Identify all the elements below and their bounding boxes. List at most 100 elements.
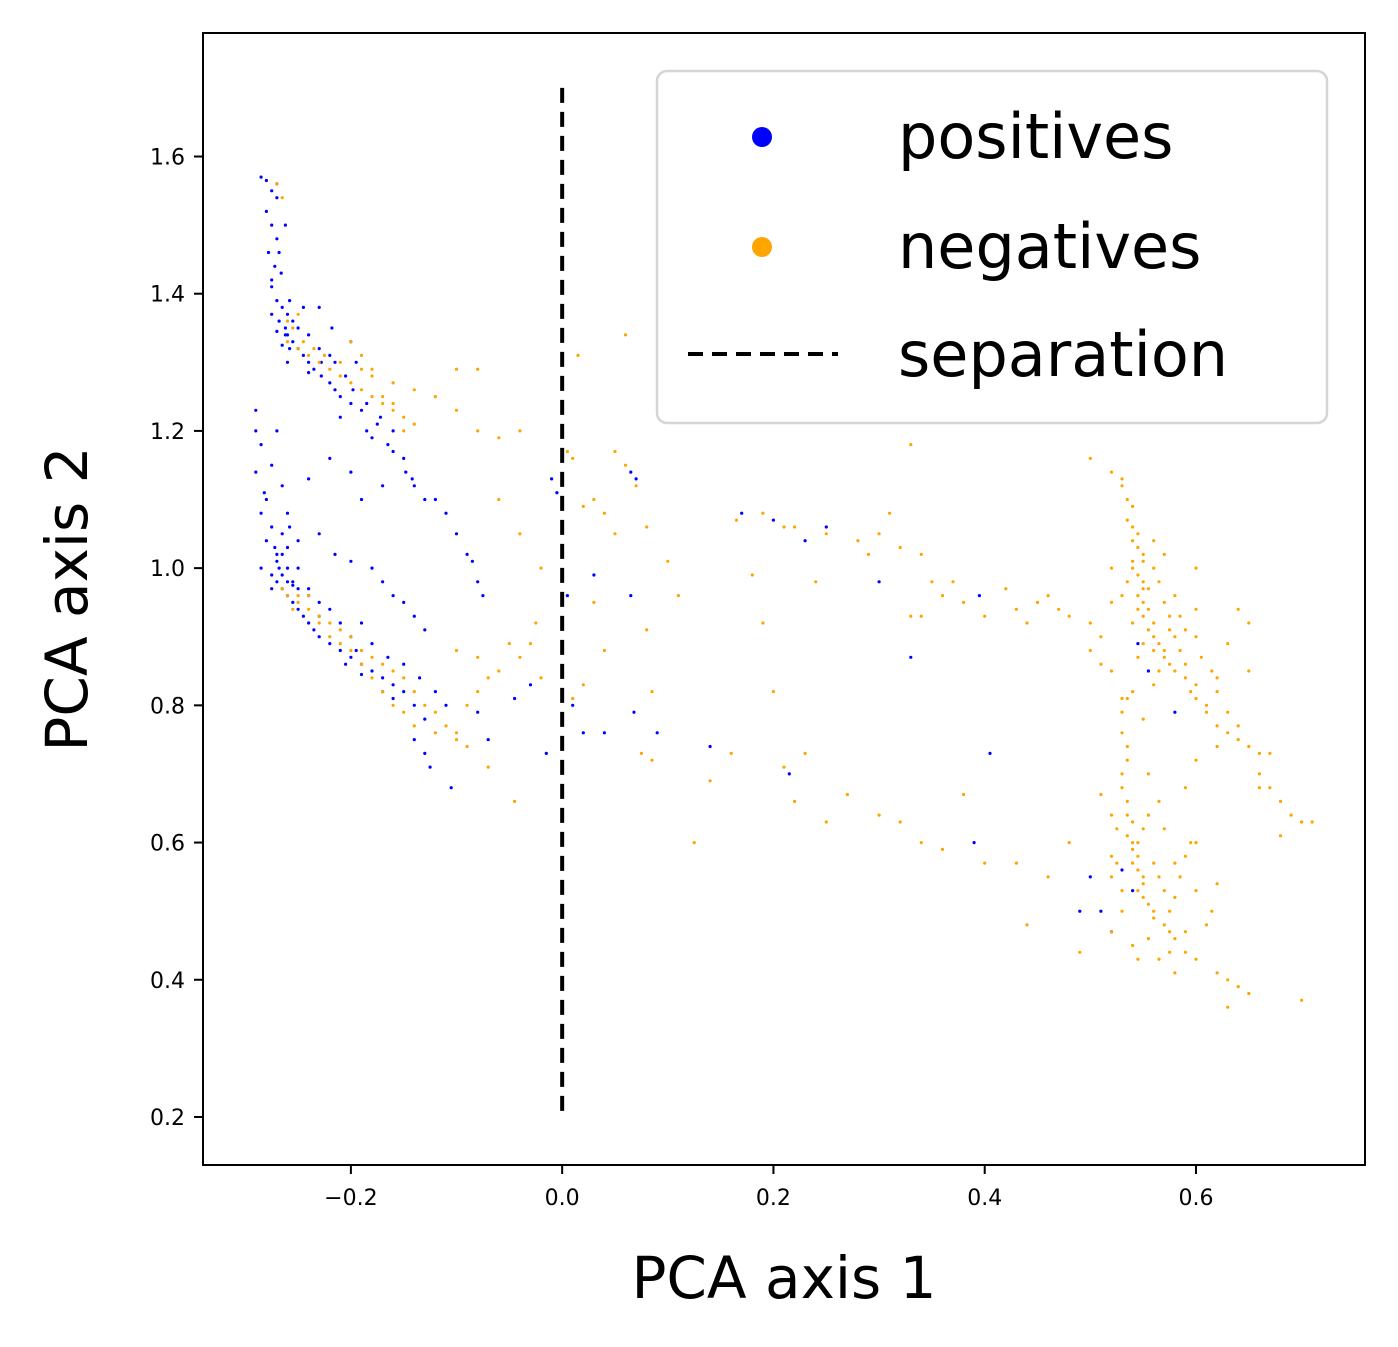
y-axis-label: PCA axis 2 [33,446,101,751]
positives-point [338,395,342,399]
negatives-point [1194,841,1198,845]
negatives-point [1247,744,1251,749]
negatives-point [423,703,427,707]
positives-point [307,360,311,364]
negatives-point [856,539,860,543]
positives-point [283,223,287,227]
legend-negatives-marker [752,237,772,257]
negatives-point [1194,607,1198,611]
negatives-point [454,648,459,653]
positives-point [1136,642,1140,646]
negatives-point [761,621,765,625]
positives-point [428,765,432,769]
positives-point [513,696,517,701]
positives-point [266,250,271,255]
negatives-point [1109,930,1114,934]
negatives-point [1115,827,1119,831]
negatives-point [1194,758,1198,762]
negatives-point [983,614,987,618]
y-tick-label: 0.8 [150,694,185,719]
negatives-point [454,731,459,735]
y-tick-label: 1.2 [150,420,185,445]
negatives-point [1215,971,1219,975]
positives-point [288,347,292,351]
negatives-point [962,600,966,605]
negatives-point [291,607,295,611]
negatives-point [602,648,607,653]
positives-point [449,786,453,790]
negatives-point [1194,696,1198,701]
positives-point [307,333,311,337]
positives-point [555,491,559,495]
positives-point [264,497,268,502]
positives-point [328,381,332,385]
negatives-point [940,594,945,598]
positives-point [333,552,337,557]
negatives-point [1162,600,1166,605]
negatives-point [359,367,364,371]
negatives-point [1146,813,1150,817]
negatives-point [476,655,480,659]
positives-point [391,696,395,701]
negatives-point [402,710,406,714]
negatives-point [1035,600,1040,605]
negatives-point [338,374,342,378]
negatives-point [708,779,712,783]
positives-point [344,662,348,666]
negatives-point [919,552,923,557]
positives-point [270,573,274,577]
positives-point [349,470,353,474]
negatives-point [1236,607,1240,611]
x-tick-label: 0.4 [967,1186,1002,1211]
negatives-point [1131,525,1135,529]
positives-point [328,642,332,646]
negatives-point [1146,937,1150,941]
negatives-point [1178,875,1182,879]
positives-point [708,744,712,749]
negatives-point [1120,710,1124,714]
negatives-point [1125,813,1129,817]
negatives-point [1226,978,1230,982]
negatives-point [1099,792,1103,797]
positives-point [771,518,776,522]
negatives-point [803,751,807,756]
legend-negatives-label: negatives [898,210,1201,283]
negatives-point [1014,861,1019,865]
negatives-point [909,443,913,447]
negatives-point [1157,669,1161,673]
negatives-point [1088,621,1092,625]
negatives-point [1247,621,1251,625]
positives-point [312,628,316,632]
negatives-point [1162,552,1166,557]
positives-point [418,676,422,680]
positives-point [386,655,390,659]
negatives-point [1141,875,1145,879]
negatives-point [317,614,321,618]
positives-point [454,532,459,536]
positives-point [328,456,332,460]
positives-point [344,374,348,378]
negatives-point [1215,744,1219,749]
negatives-point [381,662,385,666]
negatives-point [576,353,580,357]
negatives-point [1099,635,1103,639]
negatives-point [1046,594,1050,598]
negatives-point [1173,895,1177,900]
negatives-point [1136,594,1140,598]
negatives-point [307,607,311,611]
negatives-point [539,676,543,680]
positives-point [1146,669,1150,673]
negatives-point [1194,683,1198,687]
negatives-point [513,799,517,804]
negatives-point [1236,724,1240,728]
positives-point [317,347,321,351]
negatives-point [1183,628,1187,632]
positives-point [285,545,290,550]
positives-point [402,456,406,460]
positives-point [259,511,263,515]
positives-point [629,470,633,474]
negatives-point [666,559,670,563]
negatives-point [486,765,490,769]
positives-point [275,580,279,584]
